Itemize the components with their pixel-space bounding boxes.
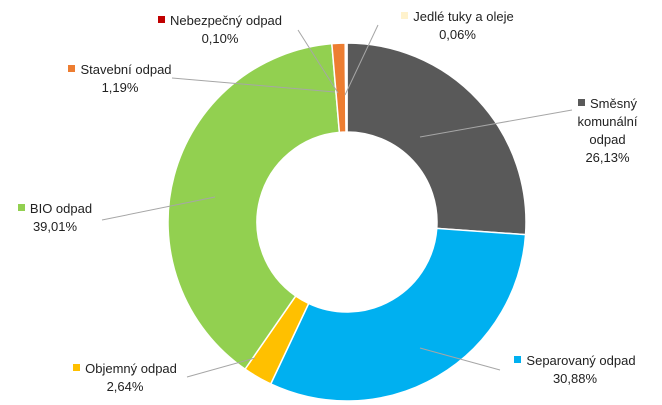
data-label: Stavební odpad 1,19% [60,61,180,97]
category-label: BIO odpad [29,201,93,216]
value-label: 26,13% [585,150,630,165]
leader-line [419,109,573,138]
category-label: Objemný odpad [85,361,177,376]
data-label: Nebezpečný odpad 0,10% [145,12,295,48]
value-label: 1,19% [101,80,139,95]
data-label: Směsný komunální odpad 26,13% [560,95,655,167]
leader-line [186,357,256,378]
leader-line [171,77,336,93]
legend-swatch [514,356,522,363]
legend-swatch [68,65,76,72]
legend-swatch [578,99,586,106]
slice [167,42,341,371]
legend-swatch [401,12,409,19]
category-label: Jedlé tuky a oleje [413,9,514,24]
value-label: 0,10% [201,31,239,46]
leader-line [101,196,216,221]
leader-line [297,29,339,94]
leader-line [344,24,379,96]
value-label: 0,06% [439,27,476,42]
leader-line [419,347,501,371]
slice [346,42,527,236]
value-label: 30,88% [552,371,598,386]
category-label: Směsný komunální odpad [577,96,638,147]
data-label: Objemný odpad 2,64% [55,360,195,396]
data-label: BIO odpad 39,01% [5,200,105,236]
legend-swatch [157,16,165,23]
legend-swatch [17,204,25,211]
data-label: Separovaný odpad 30,88% [500,352,650,388]
value-label: 39,01% [32,219,78,234]
category-label: Nebezpečný odpad [169,13,283,28]
value-label: 2,64% [106,379,144,394]
category-label: Separovaný odpad [526,353,636,368]
legend-swatch [73,364,81,371]
data-label: Jedlé tuky a oleje 0,06% [380,8,535,44]
category-label: Stavební odpad [80,62,172,77]
slice [345,42,348,133]
slice [269,227,527,402]
